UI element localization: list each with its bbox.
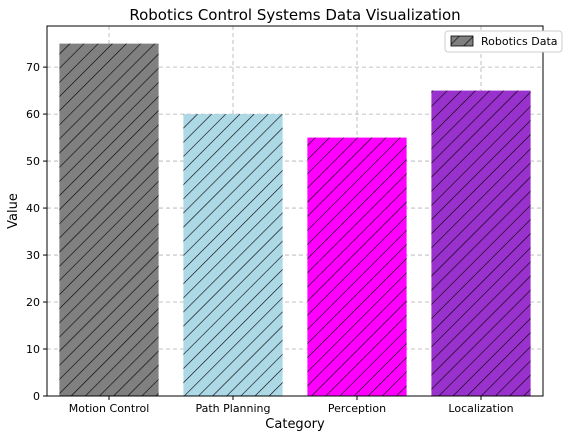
- bar-hatch: [183, 114, 283, 396]
- legend-frame: [444, 30, 563, 53]
- y-tick-label: 40: [26, 202, 40, 215]
- y-axis: 0 10 20 30 40 50 60 70: [26, 61, 47, 403]
- x-tick-label: Localization: [448, 402, 513, 415]
- x-tick-label: Path Planning: [195, 402, 270, 415]
- y-tick-label: 20: [26, 296, 40, 309]
- y-tick-label: 70: [26, 61, 40, 74]
- y-tick-label: 0: [33, 390, 40, 403]
- bar-hatch: [307, 137, 407, 397]
- x-axis-label: Category: [265, 417, 325, 432]
- chart-title: Robotics Control Systems Data Visualizat…: [129, 6, 460, 24]
- y-tick-label: 10: [26, 343, 40, 356]
- bars-group: [59, 43, 531, 397]
- y-tick-label: 30: [26, 249, 40, 262]
- legend-swatch-hatch: [451, 36, 473, 46]
- y-axis-label: Value: [6, 193, 21, 229]
- legend: Robotics Data: [444, 30, 563, 53]
- x-tick-label: Motion Control: [69, 402, 150, 415]
- x-tick-label: Perception: [328, 402, 386, 415]
- x-axis: Motion Control Path Planning Perception Loc…: [69, 396, 514, 415]
- legend-label: Robotics Data: [481, 35, 558, 48]
- bar-hatch: [431, 90, 531, 396]
- y-tick-label: 60: [26, 108, 40, 121]
- plot-frame: [46, 25, 544, 397]
- bar-hatch: [59, 43, 159, 396]
- y-tick-label: 50: [26, 155, 40, 168]
